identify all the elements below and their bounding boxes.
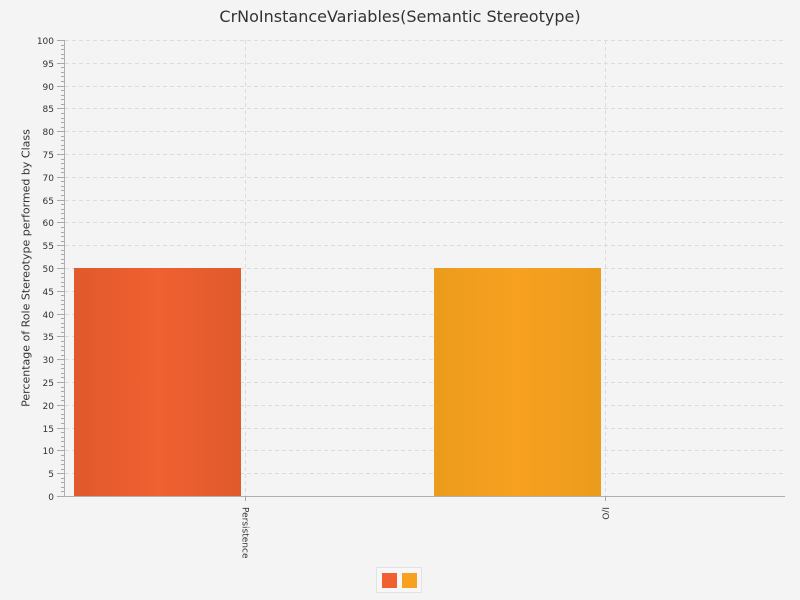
y-tick-label: 40 <box>43 311 55 321</box>
y-tick-label: 15 <box>43 425 54 435</box>
chart-title: CrNoInstanceVariables(Semantic Stereotyp… <box>219 7 581 26</box>
legend <box>376 567 422 593</box>
x-tick-label: Persistence <box>240 507 250 559</box>
y-tick-label: 5 <box>48 470 54 480</box>
y-tick-label: 95 <box>43 60 54 70</box>
legend-swatch-i-o <box>402 573 417 588</box>
y-tick-label: 100 <box>37 37 54 47</box>
bar-persistence <box>74 268 241 496</box>
bar-i-o <box>434 268 601 496</box>
legend-swatch-persistence <box>382 573 397 588</box>
y-tick-label: 90 <box>43 83 55 93</box>
y-tick-label: 25 <box>43 379 54 389</box>
y-tick-label: 55 <box>43 242 54 252</box>
y-tick-label: 0 <box>48 493 54 503</box>
y-tick-label: 85 <box>43 105 54 115</box>
y-tick-label: 80 <box>43 128 55 138</box>
y-tick-label: 65 <box>43 197 54 207</box>
y-tick-label: 35 <box>43 333 54 343</box>
y-tick-label: 10 <box>43 447 55 457</box>
y-tick-label: 70 <box>43 174 55 184</box>
x-tick-label: I/O <box>600 507 610 520</box>
y-tick-label: 75 <box>43 151 54 161</box>
y-tick-label: 50 <box>43 265 55 275</box>
y-tick-label: 20 <box>43 402 55 412</box>
y-tick-label: 45 <box>43 288 54 298</box>
y-tick-label: 60 <box>43 219 55 229</box>
y-tick-label: 30 <box>43 356 55 366</box>
